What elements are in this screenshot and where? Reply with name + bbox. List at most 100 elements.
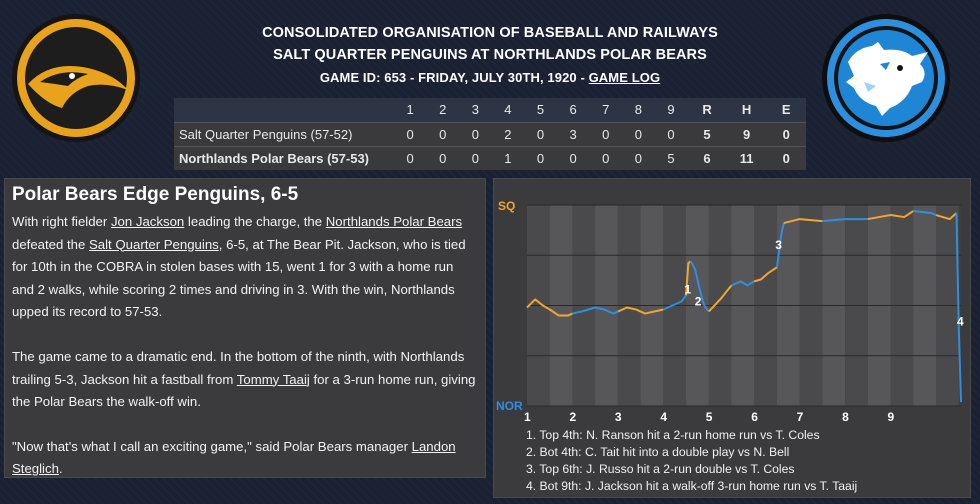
runs-total: 5 <box>703 126 711 142</box>
inning-score: 0 <box>406 150 414 166</box>
y-top-label: SQ <box>498 199 515 213</box>
key-play-marker: 1 <box>684 282 691 296</box>
inning-header: 4 <box>491 98 525 122</box>
story-text: With right fielder <box>12 214 111 229</box>
story-headline: Polar Bears Edge Penguins, 6-5 <box>12 184 299 205</box>
box-score-table: 1 2 3 4 5 6 7 8 9 R H E Salt Quarter Pen… <box>174 98 806 170</box>
game-info: GAME ID: 653 - FRIDAY, JULY 30TH, 1920 -… <box>175 66 805 90</box>
win-probability-series <box>572 306 619 315</box>
inning-header: 9 <box>654 98 688 122</box>
game-info-text: GAME ID: 653 - FRIDAY, JULY 30TH, 1920 - <box>319 70 589 85</box>
runs-header: R <box>687 98 727 122</box>
errors-total: 0 <box>782 150 790 166</box>
player-link[interactable]: Jon Jackson <box>110 214 185 229</box>
story-text: . <box>58 461 63 477</box>
story-text: , 6-5, at The Bear Pit. Jackson, who is … <box>12 236 466 320</box>
matchup-title: SALT QUARTER PENGUINS AT NORTHLANDS POLA… <box>273 47 707 63</box>
win-probability-series <box>689 260 710 313</box>
inning-header: 2 <box>426 98 459 122</box>
team-name[interactable]: Salt Quarter Penguins (57-52) <box>179 126 353 142</box>
story-text: The game came to a dramatic end. In the … <box>12 348 465 387</box>
win-probability-series <box>867 210 914 221</box>
inning-score: 0 <box>439 126 447 142</box>
key-play-item: 1. Top 4th: N. Ranson hit a 2-run home r… <box>526 428 820 442</box>
inning-tick-label: 7 <box>797 410 804 424</box>
win-probability-series <box>708 284 733 313</box>
game-header: CONSOLIDATED ORGANISATION OF BASEBALL AN… <box>175 22 805 90</box>
team-link[interactable]: Northlands Polar Bears <box>325 214 463 229</box>
inning-score: 0 <box>536 150 545 166</box>
table-row: Northlands Polar Bears (57-53) 0 0 0 1 0… <box>174 146 806 170</box>
win-probability-series <box>775 222 785 268</box>
game-story: Polar Bears Edge Penguins, 6-5 With righ… <box>4 178 486 478</box>
inning-score: 0 <box>602 126 610 142</box>
inning-score: 1 <box>504 150 512 166</box>
inning-header: 3 <box>459 98 492 122</box>
story-paragraph: With right fielder Jon Jackson leading t… <box>12 211 478 324</box>
win-probability-series <box>731 280 755 287</box>
player-link[interactable]: Tommy Taaij <box>236 371 310 387</box>
inning-header: 7 <box>589 98 623 122</box>
key-plays-list: 1. Top 4th: N. Ranson hit a 2-run home r… <box>526 427 966 495</box>
inning-tick-label: 8 <box>842 410 849 424</box>
key-play-item: 4. Bot 9th: J. Jackson hit a walk-off 3-… <box>526 479 858 493</box>
win-probability-panel: SQ NOR 1 2 3 4 5 6 7 8 9 1 2 3 4 1. Top 4th: N. Ranson… <box>493 178 971 498</box>
inning-header: 6 <box>556 98 590 122</box>
inning-tick-label: 6 <box>751 410 758 424</box>
hits-total: 9 <box>742 126 751 142</box>
polar-bears-logo <box>822 14 950 142</box>
key-play-item: 2. Bot 4th: C. Tait hit into a double pl… <box>526 445 790 459</box>
inning-score: 0 <box>634 126 642 142</box>
team-link[interactable]: Salt Quarter Penguins <box>89 236 219 252</box>
inning-score: 0 <box>634 150 642 166</box>
inning-tick-label: 4 <box>660 410 667 424</box>
league-title: CONSOLIDATED ORGANISATION OF BASEBALL AN… <box>262 25 718 41</box>
key-play-marker: 3 <box>775 238 782 252</box>
key-play-marker: 2 <box>695 294 702 308</box>
win-probability-series <box>617 306 664 315</box>
story-paragraph: "Now that's what I call an exciting game… <box>12 436 478 481</box>
key-play-marker: 4 <box>957 315 964 329</box>
team-column-header <box>174 98 394 122</box>
inning-score: 0 <box>471 150 479 166</box>
inning-score: 0 <box>439 150 447 166</box>
inning-tick-label: 9 <box>888 410 895 424</box>
inning-score: 0 <box>569 150 577 166</box>
inning-tick-label: 5 <box>706 410 713 424</box>
manager-link[interactable]: Landon Steglich <box>12 438 456 477</box>
story-text: defeated the <box>12 236 89 252</box>
inning-score: 3 <box>569 126 577 142</box>
runs-total: 6 <box>703 150 711 166</box>
inning-header: 5 <box>524 98 557 122</box>
win-probability-series <box>783 218 823 225</box>
errors-total: 0 <box>782 126 790 142</box>
inning-score: 0 <box>536 126 545 142</box>
win-probability-series <box>913 210 937 216</box>
win-probability-series <box>753 266 778 283</box>
inning-score: 5 <box>667 150 675 166</box>
hits-total: 11 <box>739 150 754 166</box>
win-probability-series <box>662 294 687 311</box>
hits-header: H <box>726 98 767 122</box>
y-bottom-label: NOR <box>496 399 523 413</box>
inning-header: 8 <box>622 98 655 122</box>
inning-tick-label: 1 <box>524 410 531 424</box>
inning-tick-label: 2 <box>569 410 576 424</box>
story-paragraph: The game came to a dramatic end. In the … <box>12 346 478 414</box>
table-row: Salt Quarter Penguins (57-52) 0 0 0 2 0 … <box>174 122 806 146</box>
team-name[interactable]: Northlands Polar Bears (57-53) <box>179 150 370 166</box>
game-log-link[interactable]: GAME LOG <box>588 70 661 85</box>
penguins-logo <box>12 14 140 142</box>
inning-score: 2 <box>504 126 512 142</box>
story-text: for a 3-run home run, giving the Polar B… <box>12 371 476 410</box>
inning-tick-label: 3 <box>615 410 622 424</box>
inning-score: 0 <box>471 126 479 142</box>
inning-score: 0 <box>667 126 675 142</box>
win-probability-series <box>955 213 962 403</box>
inning-score: 0 <box>406 126 414 142</box>
story-text: leading the charge, the <box>184 214 326 229</box>
key-play-item: 3. Top 6th: J. Russo hit a 2-run double … <box>526 462 795 476</box>
win-probability-series <box>935 212 958 221</box>
win-probability-series <box>822 218 868 223</box>
